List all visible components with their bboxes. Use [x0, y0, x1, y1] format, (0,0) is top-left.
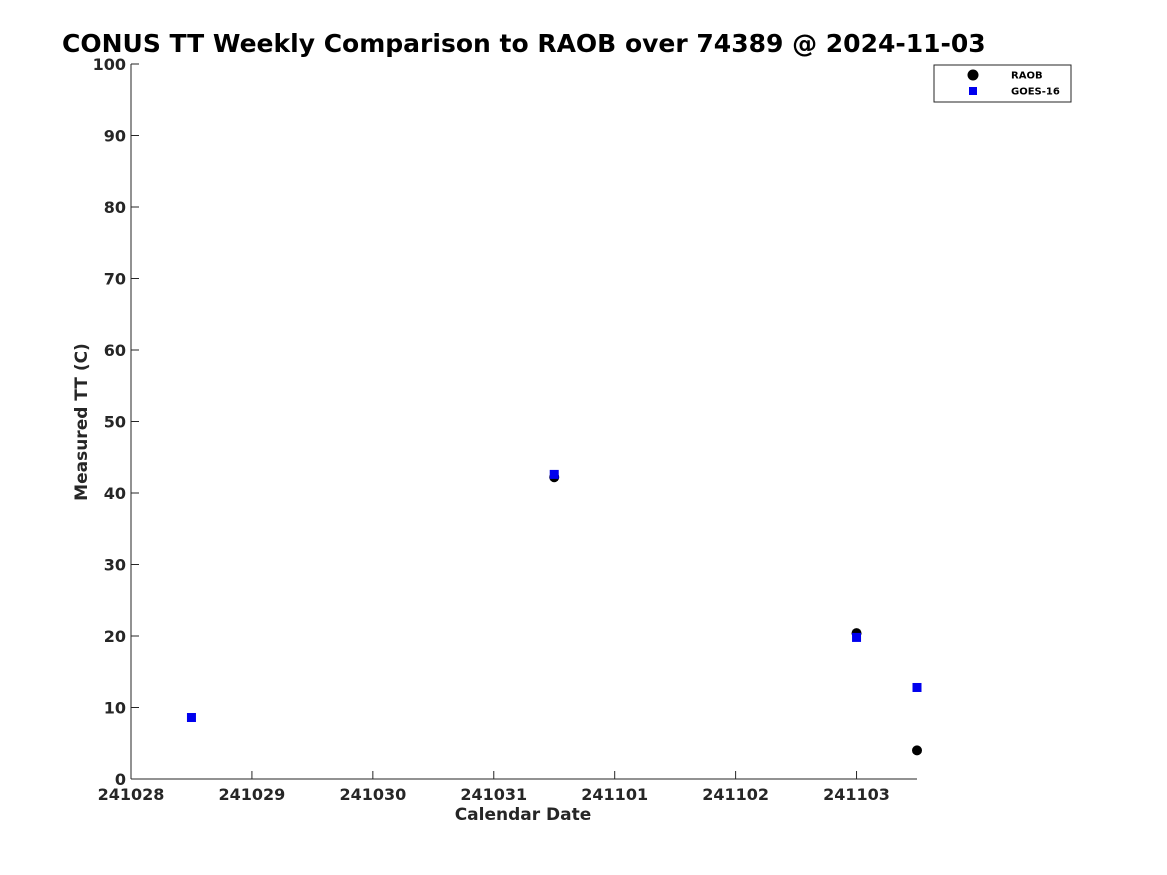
y-tick-label: 60: [104, 341, 126, 360]
x-tick-label: 241028: [98, 785, 165, 804]
y-tick-label: 70: [104, 270, 126, 289]
x-ticks: 241028 241029 241030 241031 241101 241102 2411…: [98, 771, 890, 804]
legend-marker-raob: [967, 69, 979, 81]
point-goes-16: [852, 632, 862, 642]
y-tick-label: 90: [104, 127, 126, 146]
y-tick-label: 20: [104, 627, 126, 646]
legend-marker-goes-16: [969, 87, 977, 95]
x-tick-label: 241031: [460, 785, 527, 804]
y-tick-label: 10: [104, 699, 126, 718]
legend-box: [933, 64, 1072, 103]
x-tick-label: 241101: [581, 785, 648, 804]
x-axis-label: Calendar Date: [455, 805, 592, 825]
y-tick-label: 0: [115, 770, 126, 789]
y-tick-label: 40: [104, 484, 126, 503]
y-tick-label: 80: [104, 198, 126, 217]
axes: [130, 64, 917, 780]
point-goes-16: [912, 682, 922, 692]
y-tick-label: 30: [104, 556, 126, 575]
x-tick-label: 241030: [339, 785, 406, 804]
point-raob: [912, 745, 922, 756]
chart-title: CONUS TT Weekly Comparison to RAOB over …: [62, 29, 986, 58]
y-tick-label: 50: [104, 413, 126, 432]
legend-label-raob: RAOB: [1011, 71, 1043, 82]
legend-label-goes-16: GOES-16: [1011, 87, 1060, 98]
point-goes-16: [186, 713, 196, 723]
data-points: [186, 469, 922, 756]
x-tick-label: 241102: [702, 785, 769, 804]
y-ticks: 0 10 20 30 40 50 60 70 80 90 100: [93, 55, 139, 789]
x-tick-label: 241103: [823, 785, 890, 804]
y-tick-label: 100: [93, 55, 126, 74]
point-goes-16: [549, 469, 559, 479]
y-axis-label: Measured TT (C): [72, 343, 92, 501]
x-tick-label: 241029: [219, 785, 286, 804]
legend: RAOB GOES-16: [933, 64, 1072, 103]
